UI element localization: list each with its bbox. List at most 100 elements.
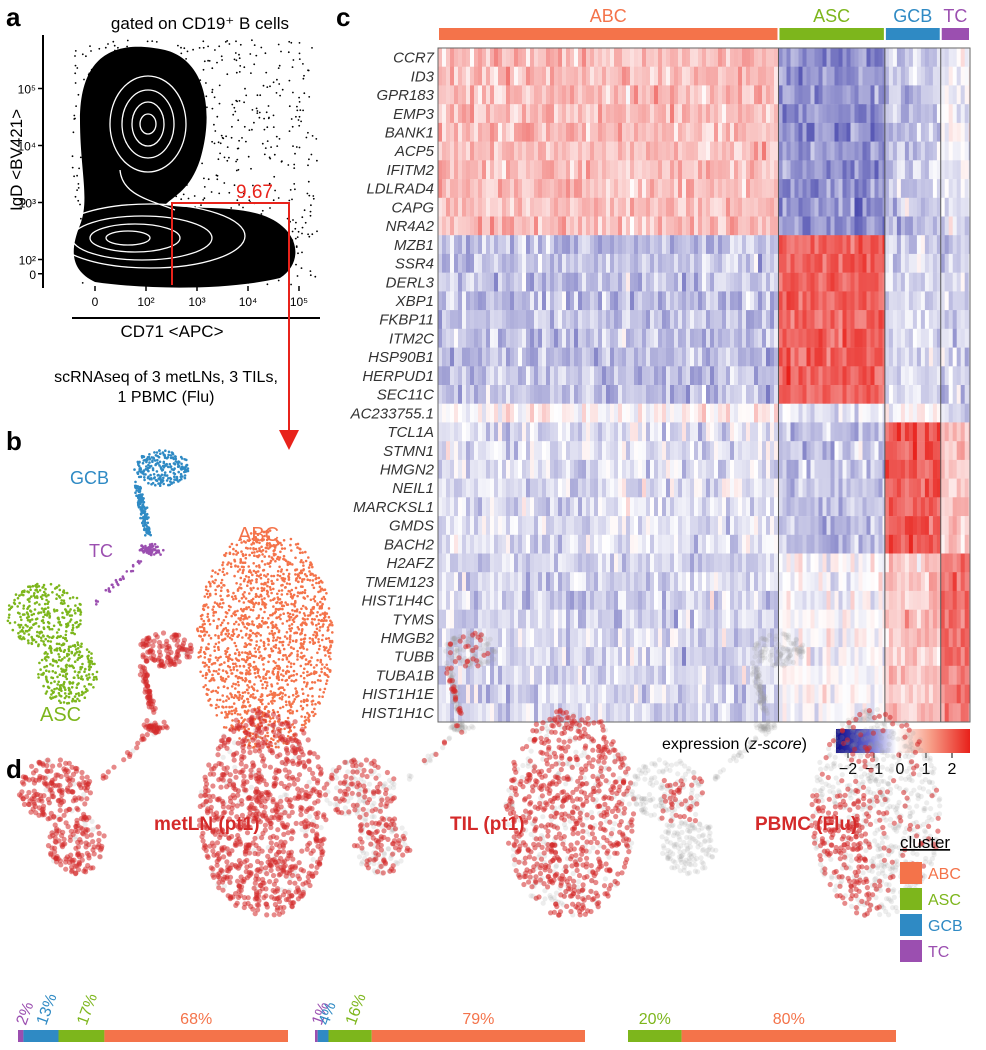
heatmap-cell <box>498 160 503 180</box>
flow-event <box>275 135 278 138</box>
heatmap-cell <box>438 235 443 255</box>
flow-x-ticks: 0 10² 10³ 10⁴ 10⁵ <box>92 286 308 309</box>
heatmap-cell <box>726 197 731 217</box>
umap-dot-gcb <box>158 460 162 464</box>
umap-dot-abc <box>237 698 241 702</box>
flow-event <box>179 128 181 131</box>
flow-event <box>164 93 167 95</box>
umap-dot-asc <box>54 695 58 698</box>
heatmap-cell <box>908 122 914 142</box>
umap-dot-abc <box>276 574 280 577</box>
heatmap-cell <box>778 141 783 161</box>
flow-event <box>197 97 200 100</box>
heatmap-cell <box>738 179 743 199</box>
umap-dot-abc <box>282 572 285 576</box>
flow-event <box>272 126 275 128</box>
umap-dot-abc <box>296 542 300 546</box>
heatmap-cell <box>766 48 771 68</box>
heatmap-cell <box>758 179 763 199</box>
umap-dot-abc <box>241 569 245 573</box>
umap-dot-abc <box>217 646 220 650</box>
umap-dot-abc <box>288 701 291 705</box>
umap-dot-asc <box>41 593 44 597</box>
umap-dot-abc <box>223 573 226 577</box>
umap-dot-asc <box>74 699 78 703</box>
heatmap-cell <box>450 85 455 105</box>
flow-event <box>297 119 300 121</box>
heatmap-cell <box>888 160 894 180</box>
umap-dot-abc <box>233 560 237 563</box>
heatmap-cell <box>466 122 471 142</box>
heatmap-cell <box>502 235 507 255</box>
heatmap-cell <box>566 179 571 199</box>
umap-dot-abc <box>241 593 245 596</box>
umap-dot-tc <box>94 599 98 602</box>
flow-event <box>143 272 146 275</box>
umap-dot-tc <box>145 551 148 554</box>
umap-dot-abc <box>319 679 322 682</box>
heatmap-cell <box>570 179 575 199</box>
flow-event <box>302 77 305 80</box>
heatmap-cell <box>834 216 839 236</box>
umap-dot-gcb <box>145 465 148 468</box>
flow-event <box>281 88 284 91</box>
umap-dot-abc <box>294 678 298 682</box>
heatmap-cell <box>562 197 567 217</box>
umap-dot-abc <box>259 593 263 597</box>
heatmap-cell <box>494 216 499 236</box>
heatmap-cell <box>646 104 651 124</box>
heatmap-cell <box>454 66 459 86</box>
heatmap-cell <box>870 66 875 86</box>
umap-dot-tc <box>129 569 133 573</box>
umap-dot-abc <box>321 663 324 666</box>
heatmap-cell <box>510 66 515 86</box>
flow-event <box>138 181 141 184</box>
heatmap-cell <box>562 253 567 273</box>
umap-dot-abc <box>248 704 251 708</box>
umap-dot-abc <box>230 672 233 675</box>
heatmap-cell <box>928 160 934 180</box>
heatmap-cell <box>854 122 859 142</box>
heatmap-cell <box>466 235 471 255</box>
heatmap-cell <box>622 253 627 273</box>
flow-event <box>168 213 171 216</box>
heatmap-cell <box>794 85 799 105</box>
umap-dot-abc <box>318 688 322 691</box>
heatmap-cell <box>586 253 591 273</box>
heatmap-cell <box>822 85 827 105</box>
umap-dot-abc <box>267 702 270 705</box>
flow-event <box>104 46 107 49</box>
heatmap-cell <box>746 66 751 86</box>
heatmap-cell <box>450 253 455 273</box>
heatmap-cell <box>738 160 743 180</box>
heatmap-cell <box>458 272 463 292</box>
umap-dot-abc <box>270 579 274 583</box>
heatmap-cell <box>810 235 815 255</box>
heatmap-cell <box>530 85 535 105</box>
umap-dot-abc <box>280 589 284 592</box>
flow-event <box>191 97 194 100</box>
umap-dot-abc <box>296 655 299 658</box>
umap-dot-asc <box>37 673 40 676</box>
heatmap-cell <box>498 179 503 199</box>
umap-dot-tc <box>104 588 108 592</box>
heatmap-cell <box>474 160 479 180</box>
flow-event <box>306 192 309 195</box>
umap-dot-abc <box>232 628 235 632</box>
heatmap-cell <box>750 66 755 86</box>
umap-dot-asc <box>9 606 13 609</box>
heatmap-cell <box>638 48 643 68</box>
heatmap-cell <box>944 85 949 105</box>
umap-dot-gcb <box>164 474 167 477</box>
umap-dot-abc <box>206 615 209 619</box>
heatmap-cell <box>842 66 847 86</box>
heatmap-cell <box>630 66 635 86</box>
umap-dot-abc <box>196 627 199 630</box>
heatmap-cell <box>554 48 559 68</box>
heatmap-cell <box>778 66 783 86</box>
umap-dot-gcb <box>138 470 141 473</box>
heatmap-cell <box>502 179 507 199</box>
umap-dot-asc <box>55 597 58 600</box>
heatmap-cell <box>546 197 551 217</box>
flow-event <box>298 101 301 103</box>
